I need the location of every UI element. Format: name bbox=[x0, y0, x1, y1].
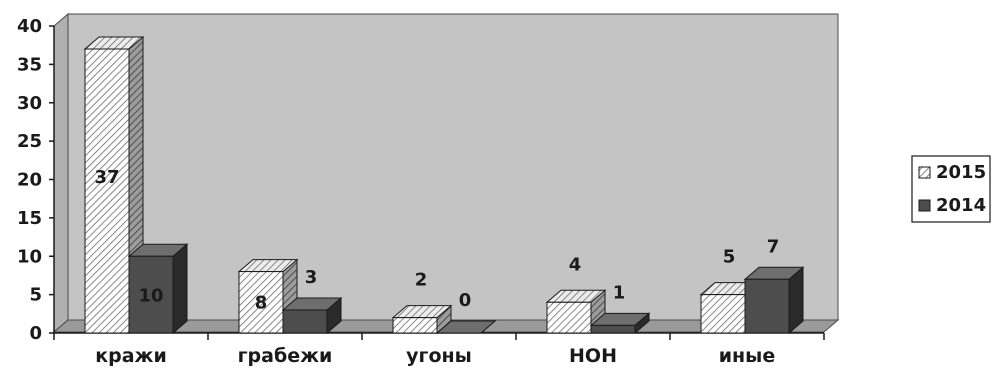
category-label: угоны bbox=[406, 345, 472, 367]
y-tick-label: 5 bbox=[29, 285, 42, 306]
bar-front-face bbox=[392, 317, 438, 334]
legend-label-2014: 2014 bbox=[936, 195, 986, 216]
legend: 2015 2014 bbox=[911, 155, 991, 223]
bar-front-face bbox=[84, 48, 130, 334]
data-label-2014: 3 bbox=[305, 267, 318, 288]
bar-2014-1 bbox=[281, 296, 343, 335]
data-label-2015: 2 bbox=[415, 270, 428, 291]
data-label-2015: 5 bbox=[723, 247, 736, 268]
data-labels: 37 10 8 3 2 0 4 1 5 7 bbox=[94, 167, 779, 313]
data-label-2014: 7 bbox=[767, 236, 780, 257]
bar-front-face bbox=[238, 271, 284, 334]
category-label: НОН bbox=[569, 345, 617, 367]
legend-label-2015: 2015 bbox=[936, 162, 986, 183]
bars bbox=[83, 35, 805, 335]
y-tick-label: 35 bbox=[17, 54, 42, 75]
y-axis: 0 5 10 15 20 25 30 35 40 bbox=[17, 16, 55, 344]
data-label-2015: 37 bbox=[94, 167, 119, 188]
category-label: грабежи bbox=[238, 345, 333, 367]
bar-side-face bbox=[172, 243, 188, 335]
bar-front-face bbox=[282, 309, 328, 334]
y-tick-label: 15 bbox=[17, 208, 42, 229]
data-label-2015: 4 bbox=[569, 254, 582, 275]
y-tick-label: 25 bbox=[17, 131, 42, 152]
legend-swatch-2014 bbox=[918, 199, 931, 212]
bar-front-face bbox=[590, 324, 636, 334]
y-ticks: 0 5 10 15 20 25 30 35 40 bbox=[17, 16, 54, 344]
y-tick-label: 0 bbox=[29, 323, 42, 344]
data-label-2014: 10 bbox=[138, 286, 163, 307]
x-ticks bbox=[53, 333, 825, 340]
legend-swatch-2015 bbox=[918, 166, 931, 179]
x-labels: кражи грабежи угоны НОН иные bbox=[95, 345, 775, 367]
bar-top-face bbox=[435, 320, 497, 334]
y-tick-label: 40 bbox=[17, 16, 42, 37]
bar-front-face bbox=[128, 255, 174, 334]
category-label: кражи bbox=[95, 345, 167, 367]
data-label-2015: 8 bbox=[255, 292, 268, 313]
bar-2014-3 bbox=[589, 312, 651, 335]
y-tick-label: 10 bbox=[17, 246, 42, 267]
bar-2014-4 bbox=[743, 266, 805, 335]
left-wall bbox=[53, 12, 69, 334]
category-label: иные bbox=[719, 345, 776, 367]
bar-front-face bbox=[744, 278, 790, 334]
bar-2014-0 bbox=[127, 243, 189, 335]
data-label-2014: 0 bbox=[459, 290, 472, 311]
x-axis: кражи грабежи угоны НОН иные bbox=[53, 332, 825, 367]
y-tick-label: 30 bbox=[17, 93, 42, 114]
y-tick-label: 20 bbox=[17, 170, 42, 191]
bar-front-face bbox=[700, 294, 746, 334]
bar-front-face bbox=[546, 301, 592, 334]
bar-2015-2 bbox=[391, 304, 453, 335]
data-label-2014: 1 bbox=[613, 282, 626, 303]
bar-2014-2 bbox=[435, 320, 497, 334]
